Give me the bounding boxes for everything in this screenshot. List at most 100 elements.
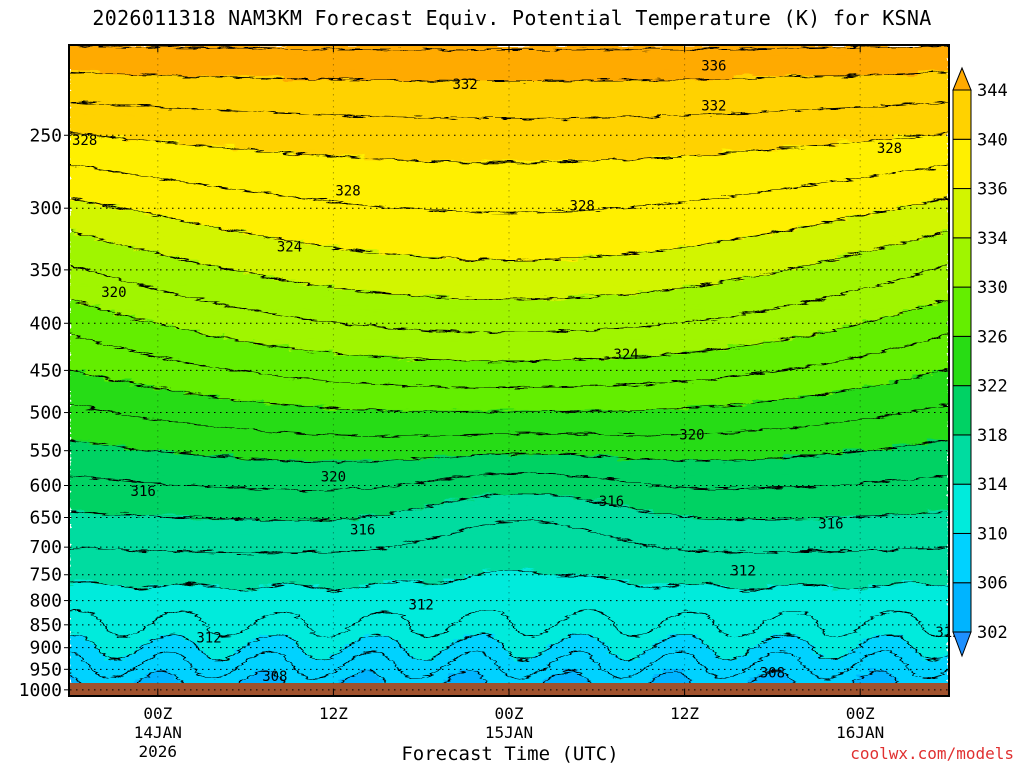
colorbar-band: [952, 138, 972, 190]
x-tick-label: 2026: [139, 742, 178, 761]
contour-label-text: 328: [335, 183, 360, 199]
contour-line-342: [69, 101, 949, 119]
y-tick-label: 300: [29, 198, 62, 219]
contour-label-text: 320: [101, 285, 126, 301]
contour-label-text: 336: [701, 59, 726, 75]
contour-line-310: [69, 633, 949, 661]
contour-label-text: 308: [262, 669, 287, 685]
contour-label-text: 328: [72, 133, 97, 149]
colorbar-band: [952, 532, 972, 584]
contour-label-text: 316: [599, 494, 624, 510]
y-tick-label: 800: [29, 591, 62, 612]
y-tick-label: 550: [29, 441, 62, 462]
colorbar-low-cap: [952, 631, 972, 658]
colorbar: 302 306 310 314 318 322 326 330 334 336 340 344: [952, 66, 1008, 658]
y-tick-label: 1000: [19, 680, 62, 701]
contour-line-330: [69, 299, 949, 362]
contour-label-text: 312: [409, 598, 434, 614]
x-tick-label: 15JAN: [485, 723, 533, 742]
contour-label-320: 320: [101, 285, 126, 301]
x-tick-label: 00Z: [495, 704, 524, 723]
y-tick-label: 950: [29, 659, 62, 680]
contour-label-312: 312: [730, 563, 755, 579]
contour-label-text: 332: [701, 98, 726, 114]
contour-label-328: 328: [72, 133, 97, 149]
y-tick-label: 850: [29, 615, 62, 636]
contour-label-332: 332: [452, 77, 477, 93]
y-tick-label: 700: [29, 537, 62, 558]
colorbar-label: 330: [977, 278, 1008, 298]
y-axis: 2503003504004505005506006507007508008509…: [19, 125, 70, 701]
y-tick-label: 450: [29, 360, 62, 381]
contour-line-334: [69, 230, 949, 300]
x-axis-label: Forecast Time (UTC): [401, 743, 619, 765]
contour-label-320: 320: [321, 470, 346, 486]
contour-line-324: [69, 403, 949, 437]
y-tick-label: 600: [29, 475, 62, 496]
colorbar-band: [952, 335, 972, 387]
y-tick-label: 250: [29, 125, 62, 146]
contour-label-316: 316: [350, 523, 375, 539]
colorbar-label: 306: [977, 574, 1008, 594]
colorbar-band: [952, 483, 972, 534]
contour-label-308: 308: [262, 669, 287, 685]
contour-label-308: 308: [760, 665, 785, 681]
contour-line-346: [69, 45, 949, 51]
contour-label-328: 328: [570, 199, 595, 215]
contour-line-328: [69, 333, 949, 388]
colorbar-label: 334: [977, 229, 1008, 249]
contour-label-text: 316: [350, 523, 375, 539]
contour-labels: 336 332 332 328 328 328 328 324 320 324 320 320 316 3…: [72, 59, 961, 685]
contour-label-text: 312: [196, 630, 221, 646]
contour-label-text: 332: [452, 77, 477, 93]
contour-line-308: [69, 650, 949, 680]
contour-line-326: [69, 368, 949, 413]
colorbar-label: 326: [977, 327, 1008, 347]
colorbar-label: 340: [977, 130, 1008, 150]
contour-line-layer: [69, 45, 949, 696]
x-tick-label: 14JAN: [134, 723, 182, 742]
colorbar-band: [952, 434, 972, 485]
contour-line-316: [69, 520, 949, 554]
contour-label-332: 332: [701, 98, 726, 114]
colorbar-band: [952, 237, 972, 288]
contour-label-text: 320: [679, 427, 704, 443]
contour-line-312: [69, 609, 949, 638]
colorbar-band: [952, 188, 972, 239]
contour-line-336: [69, 197, 949, 261]
contour-label-328: 328: [877, 141, 902, 157]
contour-label-328: 328: [335, 183, 360, 199]
x-tick-label: 00Z: [846, 704, 875, 723]
colorbar-band: [952, 286, 972, 337]
contour-line-320: [69, 472, 949, 491]
contour-label-312: 312: [196, 630, 221, 646]
contour-label-text: 316: [818, 517, 843, 533]
contour-label-text: 308: [760, 665, 785, 681]
contour-label-324: 324: [277, 239, 302, 255]
contour-line-332: [69, 264, 949, 333]
contour-label-text: 312: [730, 563, 755, 579]
y-tick-label: 900: [29, 638, 62, 659]
credit-link[interactable]: coolwx.com/models: [850, 744, 1014, 763]
y-tick-label: 350: [29, 260, 62, 281]
chart-title: 2026011318 NAM3KM Forecast Equiv. Potent…: [92, 6, 932, 30]
contour-line-314: [69, 569, 949, 592]
contour-label-text: 324: [277, 239, 302, 255]
x-tick-label: 12Z: [319, 704, 348, 723]
x-tick-label: 16JAN: [836, 723, 884, 742]
contour-label-316: 316: [818, 517, 843, 533]
colorbar-band: [952, 89, 972, 140]
contour-label-312: 312: [409, 598, 434, 614]
colorbar-label: 344: [977, 81, 1008, 101]
colorbar-label: 322: [977, 377, 1008, 397]
contour-label-text: 328: [877, 141, 902, 157]
x-tick-label: 00Z: [143, 704, 172, 723]
contour-label-324: 324: [613, 347, 638, 363]
colorbar-label: 314: [977, 475, 1008, 495]
contour-label-336: 336: [701, 59, 726, 75]
colorbar-label: 310: [977, 524, 1008, 544]
contour-label-text: 324: [613, 347, 638, 363]
contour-line-344: [69, 72, 949, 82]
